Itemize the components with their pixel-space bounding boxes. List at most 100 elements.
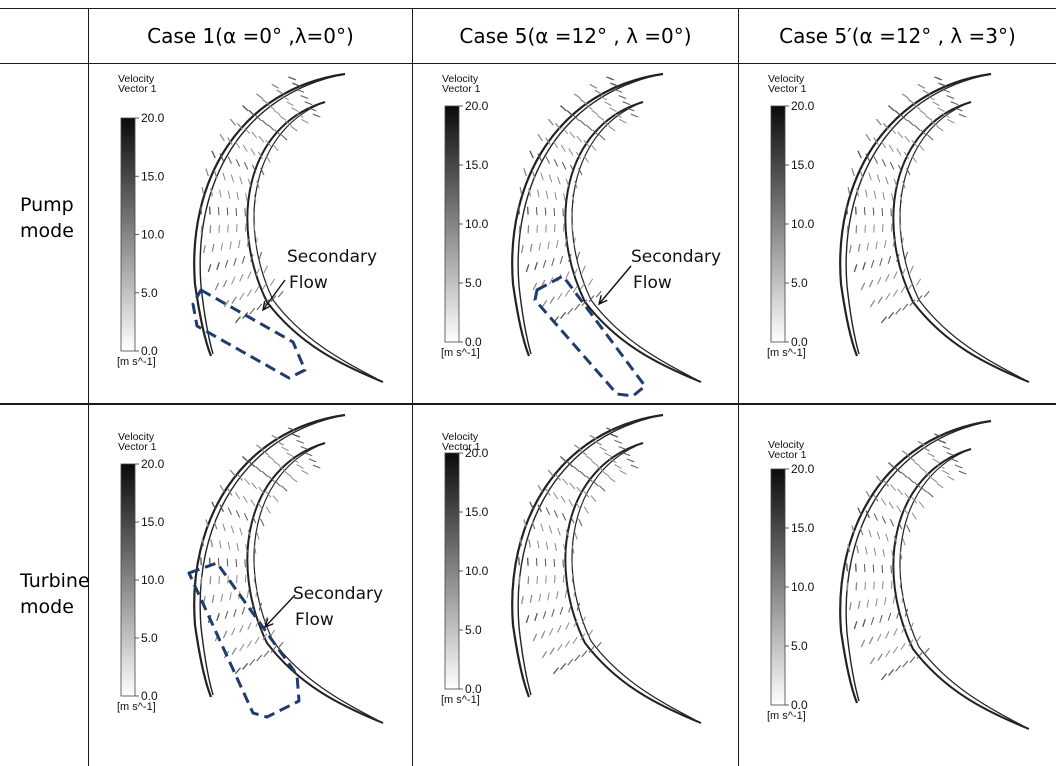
arrowhead-icon <box>263 618 274 629</box>
col-divider-1 <box>412 8 413 766</box>
color-scale-bar <box>770 468 786 706</box>
row-label-turbine-mode: Turbine mode <box>0 568 90 620</box>
header-case-1: Case 1(α =0° ,λ=0°) <box>147 24 354 48</box>
table-top-border <box>0 8 1056 9</box>
legend-tick-label: 10.0 <box>465 564 489 578</box>
blade-outline <box>193 413 384 724</box>
vector-plot-turbine-case-5-prime: Velocity Vector 1 20.0 15.0 10.0 5.0 0.0 [m s^-… <box>739 405 1056 766</box>
legend-unit: [m s^-1] <box>441 347 480 359</box>
legend-subtitle: Vector 1 <box>118 441 157 453</box>
legend-tick-label: 0.0 <box>465 335 482 349</box>
legend-title: Velocity <box>442 431 479 443</box>
row-label-pump-mode: Pump mode <box>0 192 88 244</box>
legend-tick-label: 5.0 <box>141 631 158 645</box>
secondary-flow-label: Secondary <box>631 247 721 267</box>
legend-tick-label: 10.0 <box>791 217 815 231</box>
legend-tick-label: 20.0 <box>791 462 815 476</box>
color-scale-bar <box>120 463 136 697</box>
legend-unit: [m s^-1] <box>117 356 156 368</box>
secondary-flow-label: Secondary <box>287 247 377 267</box>
legend-tick-label: 10.0 <box>141 573 165 587</box>
legend-tick-label: 20.0 <box>141 111 165 125</box>
velocity-vectors <box>518 427 639 675</box>
legend-title: Velocity <box>442 73 479 85</box>
secondary-flow-label: Flow <box>295 610 334 630</box>
row-label-line2: mode <box>20 220 74 242</box>
legend-tick-label: 0.0 <box>791 335 808 349</box>
secondary-flow-label: Flow <box>289 273 328 293</box>
row-label-line1: Turbine <box>20 570 90 592</box>
legend-tick-label: 0.0 <box>791 698 808 712</box>
legend-subtitle: Vector 1 <box>442 441 481 453</box>
legend-subtitle: Vector 1 <box>768 449 807 461</box>
blade-outline <box>511 413 702 724</box>
legend-unit: [m s^-1] <box>117 701 156 713</box>
secondary-flow-annotation: Secondary Flow <box>533 247 721 398</box>
velocity-vectors <box>200 76 321 324</box>
arrowhead-icon <box>597 295 608 306</box>
blade-outline <box>839 72 1030 383</box>
secondary-flow-box <box>533 274 647 398</box>
blade-outline <box>839 419 1030 730</box>
legend-subtitle: Vector 1 <box>118 83 157 95</box>
secondary-flow-arrow <box>262 279 286 311</box>
row-divider <box>0 403 1056 405</box>
color-scale-bar <box>444 105 460 343</box>
header-divider <box>0 63 1056 64</box>
color-scale-bar <box>770 105 786 343</box>
legend-tick-label: 20.0 <box>791 99 815 113</box>
legend-tick-label: 10.0 <box>465 217 489 231</box>
legend-title: Velocity <box>768 439 805 451</box>
blade-outline <box>511 72 702 383</box>
legend-tick-label: 10.0 <box>141 228 165 242</box>
vector-plot-pump-case-5-prime: Velocity Vector 1 20.0 15.0 10.0 5.0 0.0 [m s^-… <box>739 64 1056 403</box>
secondary-flow-annotation: Secondary Flow <box>191 247 377 380</box>
legend-tick-label: 20.0 <box>465 446 489 460</box>
legend-tick-label: 15.0 <box>791 521 815 535</box>
legend-tick-label: 0.0 <box>141 689 158 703</box>
legend-unit: [m s^-1] <box>767 710 806 722</box>
arrowhead-icon <box>262 301 272 312</box>
legend-tick-label: 5.0 <box>141 286 158 300</box>
legend-tick-label: 5.0 <box>465 623 482 637</box>
legend-title: Velocity <box>768 73 805 85</box>
row-label-line1: Pump <box>20 194 74 216</box>
legend-tick-label: 15.0 <box>465 505 489 519</box>
legend-tick-label: 5.0 <box>465 276 482 290</box>
legend-tick-label: 15.0 <box>791 158 815 172</box>
secondary-flow-label: Flow <box>633 273 672 293</box>
header-case-5: Case 5(α =12° , λ =0°) <box>459 24 692 48</box>
velocity-vectors <box>846 76 967 324</box>
vector-plot-pump-case-5: Velocity Vector 1 20.0 15.0 10.0 5.0 0.0 [m s^-… <box>413 64 738 403</box>
row-label-line2: mode <box>20 596 74 618</box>
legend-tick-label: 5.0 <box>791 276 808 290</box>
legend-tick-label: 0.0 <box>465 682 482 696</box>
color-scale-bar <box>120 117 136 352</box>
header-case-5-prime: Case 5′(α =12° , λ =3°) <box>779 24 1016 48</box>
vector-plot-turbine-case-1: Velocity Vector 1 20.0 15.0 10.0 5.0 0.0 [m s^-… <box>89 405 412 766</box>
legend-tick-label: 15.0 <box>465 158 489 172</box>
legend-subtitle: Vector 1 <box>768 83 807 95</box>
color-scale-bar <box>444 452 460 690</box>
legend-title: Velocity <box>118 73 155 85</box>
velocity-vectors <box>846 433 967 681</box>
legend-tick-label: 15.0 <box>141 169 165 183</box>
vector-plot-turbine-case-5: Velocity Vector 1 20.0 15.0 10.0 5.0 0.0 [m s^-… <box>413 405 738 766</box>
legend-unit: [m s^-1] <box>767 347 806 359</box>
secondary-flow-label: Secondary <box>293 584 383 604</box>
col-divider-2 <box>738 8 739 766</box>
legend-tick-label: 20.0 <box>465 99 489 113</box>
